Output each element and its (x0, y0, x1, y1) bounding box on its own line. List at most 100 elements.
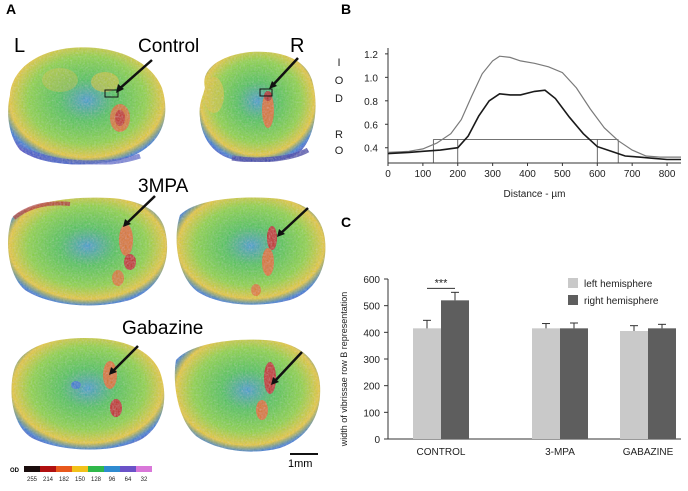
category-label: GABAZINE (623, 447, 674, 458)
colorbar-tick: 255 (27, 477, 38, 483)
y-axis-label-char: I (337, 57, 340, 69)
panel-b-letter: B (341, 1, 351, 17)
x-tick-label: 0 (385, 169, 391, 180)
arrow-marker (125, 195, 156, 225)
x-tick-label: 500 (554, 169, 571, 180)
arrow-head (123, 219, 131, 227)
arrow-head (269, 81, 277, 89)
roi-box (259, 88, 273, 97)
slice-3mpa-right (176, 197, 326, 305)
slice-control-right (199, 51, 316, 163)
colorbar-swatch (72, 466, 88, 472)
arrow-marker (279, 207, 309, 235)
panel-a-letter: A (6, 1, 16, 17)
colorbar-swatch (56, 466, 72, 472)
series-line-upper (387, 55, 681, 158)
colorbar-swatch (88, 466, 104, 472)
legend-label: right hemisphere (584, 296, 659, 307)
scale-bar-label: 1mm (288, 458, 312, 470)
colorbar: OD 255 214 182 150 128 96 64 32 (10, 466, 152, 483)
row-3mpa: 3MPA (8, 176, 326, 306)
bar-right-hemisphere (560, 328, 588, 439)
colorbar-swatch (136, 466, 152, 472)
y-tick-label: 500 (363, 302, 380, 313)
panel-b: B 0 100 200 300 400 500 600 700 800 0.4 0.6 0.8 1.0 1… (335, 1, 681, 200)
row-gabazine: Gabazine (11, 318, 321, 452)
legend-swatch (568, 278, 578, 288)
y-tick-label: 0 (374, 435, 380, 446)
y-axis-label-char: D (335, 93, 343, 105)
category-label: 3-MPA (545, 447, 575, 458)
y-tick-label: 1.2 (364, 50, 378, 61)
arrow-marker (117, 59, 153, 91)
panel-c: C 0 100 200 300 400 500 600 width of vibrissae … (339, 214, 681, 458)
arrow-head (277, 229, 285, 237)
arrow-marker (271, 57, 299, 87)
series-line-lower (387, 89, 681, 161)
bar-left-hemisphere (532, 328, 560, 439)
arrow-head (271, 377, 279, 385)
arrow-marker (273, 351, 303, 383)
row-control: Control (8, 36, 316, 166)
y-tick-label: 0.6 (364, 120, 378, 131)
slice-gabazine-right (174, 339, 321, 452)
colorbar-tick: 64 (125, 477, 132, 483)
left-side-label: L (14, 35, 25, 57)
colorbar-tick: 128 (91, 477, 102, 483)
colorbar-tick: 150 (75, 477, 86, 483)
y-tick-label: 200 (363, 382, 380, 393)
colorbar-tick: 214 (43, 477, 54, 483)
slice-control-left (8, 47, 166, 166)
arrow-head (109, 367, 117, 375)
y-tick-label: 0.8 (364, 97, 378, 108)
y-tick-label: 600 (363, 275, 380, 286)
x-tick-label: 400 (519, 169, 536, 180)
colorbar-tick: 182 (59, 477, 70, 483)
bar-right-hemisphere (648, 328, 676, 439)
colorbar-swatch (24, 466, 40, 472)
row-label-3mpa: 3MPA (138, 176, 189, 197)
colorbar-tick: 96 (109, 477, 116, 483)
y-axis-label-char: R (335, 129, 343, 141)
category-label: CONTROL (417, 447, 466, 458)
colorbar-swatch (120, 466, 136, 472)
bar-right-hemisphere (441, 300, 469, 439)
right-side-label: R (290, 35, 304, 57)
panel-a: A L R Control (6, 1, 326, 483)
y-axis-label: width of vibrissae row B representation (339, 292, 349, 448)
y-axis-label-char: O (335, 75, 344, 87)
y-tick-label: 100 (363, 408, 380, 419)
x-axis-label: Distance - µm (504, 189, 566, 200)
x-tick-label: 800 (659, 169, 676, 180)
colorbar-title: OD (10, 468, 20, 474)
significance-label: *** (435, 277, 449, 289)
y-tick-label: 1.0 (364, 73, 378, 84)
colorbar-swatch (40, 466, 56, 472)
legend-swatch (568, 295, 578, 305)
arrow-marker (111, 345, 139, 373)
legend-label: left hemisphere (584, 279, 653, 290)
bar-left-hemisphere (620, 331, 648, 439)
arrow-head (116, 84, 124, 93)
line-chart: 0 100 200 300 400 500 600 700 800 0.4 0.6 0.8 1.0 1.2… (335, 48, 681, 200)
y-tick-label: 400 (363, 328, 380, 339)
slice-gabazine-left (11, 338, 165, 450)
x-tick-label: 600 (589, 169, 606, 180)
colorbar-swatch (104, 466, 120, 472)
colorbar-tick: 32 (141, 477, 148, 483)
bar-left-hemisphere (413, 328, 441, 439)
bar-chart: 0 100 200 300 400 500 600 width of vibrissae ro… (339, 275, 681, 458)
x-tick-label: 300 (484, 169, 501, 180)
x-tick-label: 200 (449, 169, 466, 180)
slice-3mpa-left (8, 197, 168, 306)
x-tick-label: 700 (624, 169, 641, 180)
roi-box (104, 89, 119, 98)
panel-c-letter: C (341, 214, 351, 230)
row-label-gabazine: Gabazine (122, 318, 203, 339)
y-axis-label-char: O (335, 145, 344, 157)
y-tick-label: 0.4 (364, 144, 378, 155)
y-tick-label: 300 (363, 355, 380, 366)
row-label-control: Control (138, 36, 199, 57)
x-tick-label: 100 (415, 169, 432, 180)
